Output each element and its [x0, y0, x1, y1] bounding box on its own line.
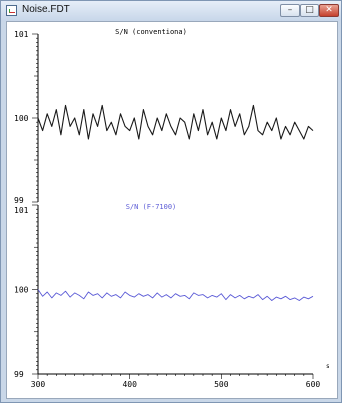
y-tick-label-0-0: 101	[14, 30, 29, 39]
series-line-1-0	[37, 289, 314, 301]
close-button[interactable]: ✕	[319, 4, 339, 17]
y-tick-label-1-2: 99	[14, 370, 24, 379]
minimize-button[interactable]: –	[280, 4, 300, 17]
y-tick-label-0-2: 99	[14, 196, 24, 205]
chart-title-1: S/N (F-7100)	[126, 203, 177, 211]
y-tick-label-1-0: 101	[14, 206, 29, 215]
title-bar[interactable]: Noise.FDT – □ ✕	[1, 1, 341, 21]
plot-area: 101 100 99 S/N (conventiona) 101 100 99 S/N (F-…	[6, 21, 338, 399]
x-unit-label: s	[326, 363, 330, 370]
window-title: Noise.FDT	[22, 4, 70, 15]
x-tick-label-2: 500	[214, 380, 229, 389]
y-tick-label-1-1: 100	[14, 286, 29, 295]
x-tick-label-3: 600	[306, 380, 321, 389]
y-tick-label-0-1: 100	[14, 114, 29, 123]
x-tick-label-0: 300	[31, 380, 46, 389]
x-tick-label-1: 400	[122, 380, 137, 389]
chart-title-0: S/N (conventiona)	[115, 28, 187, 36]
maximize-button[interactable]: □	[300, 4, 319, 17]
noise-chart: 101 100 99 S/N (conventiona) 101 100 99 S/N (F-…	[14, 28, 330, 389]
series-line-0-0	[37, 104, 314, 140]
chart-document-icon	[6, 5, 17, 16]
